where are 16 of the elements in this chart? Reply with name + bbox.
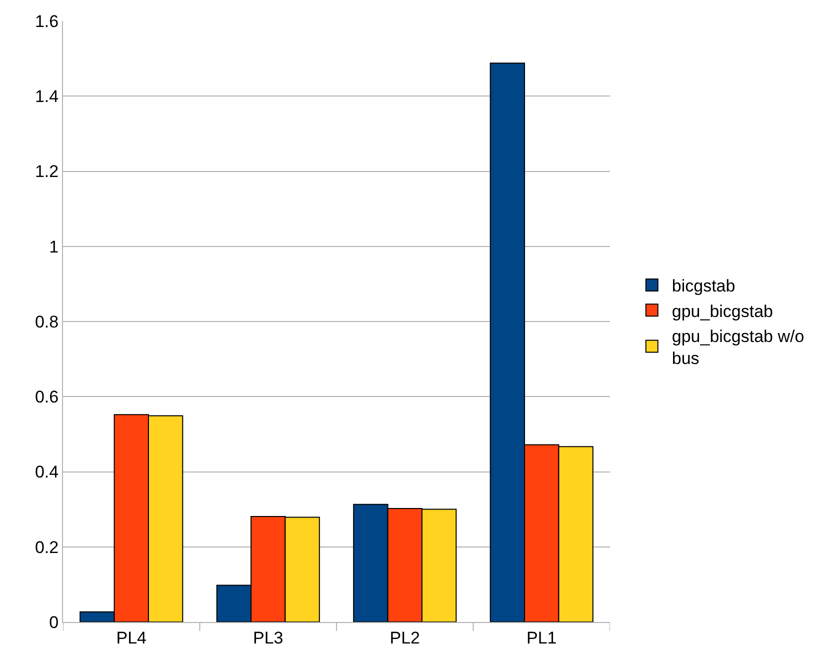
y-tick-label: 1	[49, 237, 59, 256]
y-tick-label: 1.6	[34, 12, 59, 31]
legend-label: gpu_bicgstab	[672, 302, 774, 321]
x-tick-label: PL4	[116, 628, 147, 648]
y-tick-label: 0.2	[34, 538, 59, 557]
y-tick-label: 1.4	[34, 87, 59, 106]
x-tick-label: PL2	[390, 628, 420, 648]
legend-label: bicgstab	[672, 276, 736, 296]
legend-label: gpu_bicgstab w/o bus	[672, 326, 804, 368]
y-tick-label: 0	[49, 612, 59, 632]
y-tick-label: 1.2	[34, 162, 59, 182]
y-tick-label: 0.6	[34, 388, 59, 407]
y-tick-label: 0.4	[34, 462, 59, 482]
y-tick-label: 0.8	[34, 312, 59, 332]
x-tick-label: PL3	[253, 628, 284, 648]
x-tick-label: PL1	[526, 628, 557, 648]
